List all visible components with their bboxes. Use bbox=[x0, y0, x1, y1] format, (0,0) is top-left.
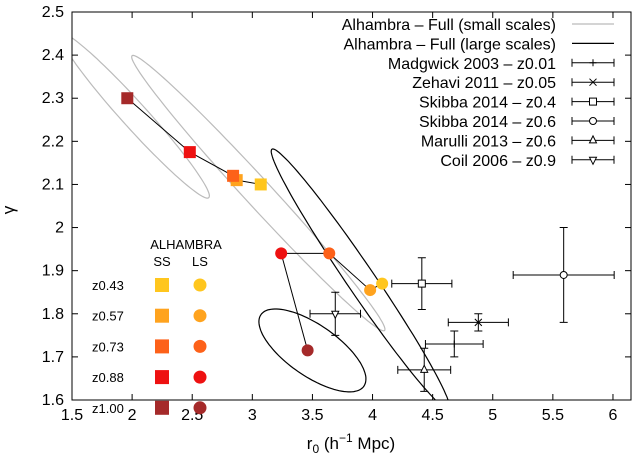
alhambra-inset-z-label: z0.73 bbox=[92, 339, 124, 354]
legend-marker-cross bbox=[589, 78, 597, 87]
legend-marker-triangle-down bbox=[588, 156, 598, 166]
legend-marker-plus bbox=[589, 59, 597, 67]
legend-marker-square bbox=[589, 97, 597, 106]
data-point-circle bbox=[559, 270, 568, 279]
alhambra-inset-z-label: z0.57 bbox=[92, 309, 124, 324]
y-tick-label: 1.7 bbox=[42, 349, 64, 366]
contour-ellipse-small-scales bbox=[72, 37, 210, 199]
alhambra-inset-ls-swatch bbox=[193, 370, 207, 384]
legend-label: Marulli 2013 – z0.6 bbox=[421, 133, 556, 150]
legend-label: Skibba 2014 – z0.4 bbox=[419, 95, 556, 112]
y-tick-label: 2.2 bbox=[42, 133, 64, 150]
x-tick-label: 6 bbox=[609, 407, 618, 424]
y-tick-label: 2.3 bbox=[42, 90, 64, 107]
alhambra-ls-point bbox=[301, 344, 314, 357]
alhambra-inset-z-label: z0.43 bbox=[92, 278, 124, 293]
y-tick-label: 1.6 bbox=[42, 392, 64, 409]
y-tick-label: 2.1 bbox=[42, 176, 64, 193]
alhambra-inset-ss-swatch bbox=[155, 339, 169, 354]
legend-label: Alhambra – Full (small scales) bbox=[342, 17, 556, 34]
data-point-triangle bbox=[419, 364, 429, 373]
x-tick-label: 3 bbox=[248, 407, 257, 424]
data-point-cross bbox=[474, 318, 483, 327]
x-axis-label: r0 (h−1 Mpc) bbox=[307, 431, 395, 456]
legend-label: Coil 2006 – z0.9 bbox=[440, 153, 556, 170]
x-tick-label: 2 bbox=[128, 407, 137, 424]
alhambra-inset-column-ss: SS bbox=[153, 254, 171, 269]
y-tick-label: 2 bbox=[55, 220, 64, 237]
x-tick-label: 4 bbox=[368, 407, 377, 424]
alhambra-inset-title: ALHAMBRA bbox=[150, 237, 222, 252]
alhambra-ls-point bbox=[376, 277, 389, 290]
alhambra-inset-ss-swatch bbox=[155, 278, 169, 292]
alhambra-ss-point bbox=[227, 169, 240, 182]
legend-label: Madgwick 2003 – z0.01 bbox=[388, 56, 556, 73]
alhambra-inset-z-label: z1.00 bbox=[92, 401, 124, 416]
alhambra-inset-column-ls: LS bbox=[192, 254, 208, 269]
legend-label: Zehavi 2011 – z0.05 bbox=[412, 75, 556, 92]
x-tick-label: 4.5 bbox=[422, 407, 444, 424]
alhambra-ss-point bbox=[254, 178, 267, 191]
data-point-triangle-down bbox=[330, 310, 340, 320]
contour-ellipse-large-scales bbox=[258, 308, 367, 393]
x-tick-label: 5.5 bbox=[542, 407, 564, 424]
alhambra-ss-point bbox=[121, 92, 134, 105]
alhambra-ls-point bbox=[364, 284, 377, 297]
legend-label: Skibba 2014 – z0.6 bbox=[419, 114, 556, 131]
contour-ellipse-small-scales bbox=[131, 54, 386, 332]
alhambra-inset-ss-swatch bbox=[155, 308, 169, 323]
plot-frame bbox=[71, 11, 632, 401]
y-tick-label: 2.5 bbox=[42, 4, 64, 21]
alhambra-inset-ls-swatch bbox=[193, 278, 207, 292]
legend-marker-circle bbox=[589, 117, 597, 125]
data-point-square bbox=[417, 279, 426, 288]
x-tick-label: 5 bbox=[488, 407, 497, 424]
alhambra-ss-point bbox=[183, 146, 196, 159]
x-tick-label: 3.5 bbox=[301, 407, 323, 424]
y-tick-label: 1.9 bbox=[42, 263, 64, 280]
legend-label: Alhambra – Full (large scales) bbox=[343, 36, 556, 53]
alhambra-ls-point bbox=[323, 247, 336, 260]
contour-ellipse-large-scales bbox=[270, 148, 449, 400]
alhambra-inset-ss-swatch bbox=[155, 400, 169, 415]
y-tick-label: 1.8 bbox=[42, 306, 64, 323]
y-axis-label: γ bbox=[0, 205, 18, 214]
legend-marker-triangle bbox=[588, 134, 598, 144]
y-tick-label: 2.4 bbox=[42, 47, 64, 64]
data-point-plus bbox=[450, 340, 458, 348]
alhambra-inset-ls-swatch bbox=[193, 401, 207, 415]
ls-connector bbox=[280, 252, 383, 351]
alhambra-inset-ss-swatch bbox=[155, 370, 169, 385]
alhambra-inset-ls-swatch bbox=[193, 339, 207, 353]
alhambra-ls-point bbox=[275, 247, 288, 260]
alhambra-inset-z-label: z0.88 bbox=[92, 370, 124, 385]
x-tick-label: 1.5 bbox=[61, 407, 83, 424]
alhambra-inset-ls-swatch bbox=[193, 309, 207, 323]
